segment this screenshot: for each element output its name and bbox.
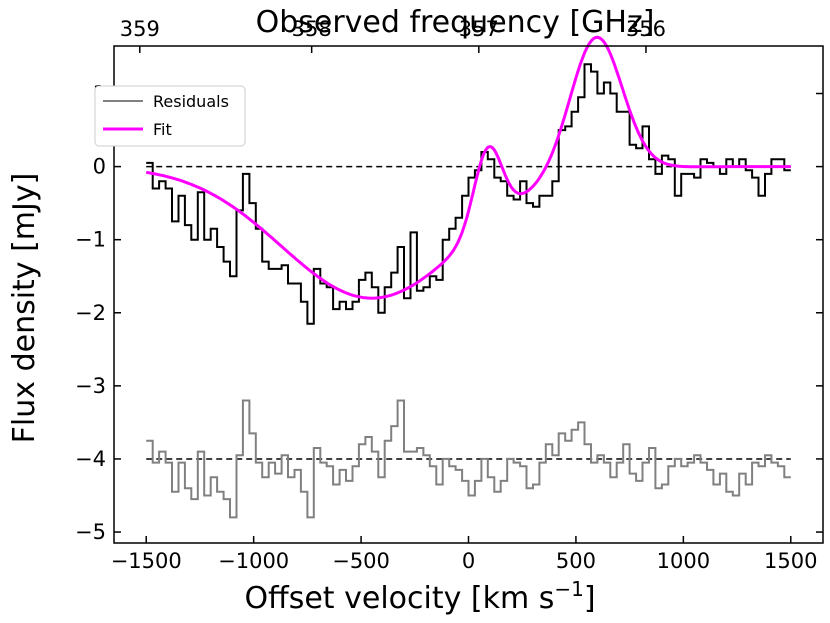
x-tick-label: −1000 [218, 549, 289, 573]
x-tick-label: 1000 [657, 549, 710, 573]
y-tick-label: −1 [75, 228, 106, 252]
y-tick-label: −3 [75, 374, 106, 398]
y-tick-label: −5 [75, 520, 106, 544]
x-tick-label: 500 [556, 549, 596, 573]
x-tick-label: −1500 [111, 549, 182, 573]
axes: −1500 −1000 −500 0 500 1000 1500 359 358 357 356 −5… [75, 17, 824, 573]
top-tick-label: 359 [120, 17, 160, 41]
top-tick-label: 357 [459, 17, 499, 41]
x-tick-label: 1500 [764, 549, 817, 573]
y-tick-label: −4 [75, 447, 106, 471]
residuals-series [146, 399, 791, 519]
y-tick-label: 0 [93, 155, 106, 179]
legend-fit-label: Fit [153, 120, 172, 139]
top-tick-label: 356 [626, 17, 666, 41]
top-axis-title: Observed frequency [GHz] [256, 5, 655, 40]
legend-residuals-label: Residuals [153, 92, 229, 111]
x-axis-title: Offset velocity [km s−1] [244, 577, 595, 616]
legend: Residuals Fit [94, 85, 246, 147]
y-tick-label: −2 [75, 301, 106, 325]
x-tick-label: −500 [332, 549, 390, 573]
x-tick-label: 0 [462, 549, 475, 573]
fit-series [145, 35, 791, 300]
plot-area [145, 35, 791, 519]
top-tick-label: 358 [292, 17, 332, 41]
y-axis-title: Flux density [mJy] [7, 173, 42, 444]
data-series [146, 63, 791, 325]
